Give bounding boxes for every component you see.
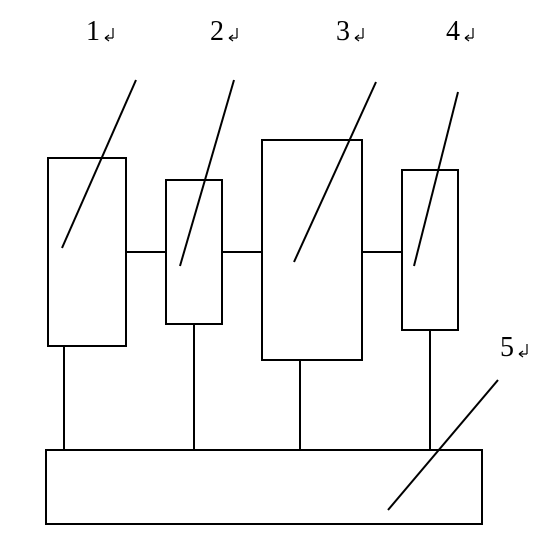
label-1: 1 — [86, 16, 100, 47]
box-b3 — [262, 140, 362, 360]
label-2: 2 — [210, 16, 224, 47]
return-mark-2 — [229, 28, 237, 41]
leader-3 — [294, 82, 376, 262]
leader-1 — [62, 80, 136, 248]
box-b2 — [166, 180, 222, 324]
label-3: 3 — [336, 16, 350, 47]
box-b4 — [402, 170, 458, 330]
box-b1 — [48, 158, 126, 346]
leader-4 — [414, 92, 458, 266]
label-4: 4 — [446, 16, 460, 47]
return-mark-4 — [465, 28, 473, 41]
return-mark-5 — [519, 344, 527, 357]
leader-2 — [180, 80, 234, 266]
return-mark-3 — [355, 28, 363, 41]
label-5: 5 — [500, 332, 514, 363]
box-b5 — [46, 450, 482, 524]
return-mark-1 — [105, 28, 113, 41]
